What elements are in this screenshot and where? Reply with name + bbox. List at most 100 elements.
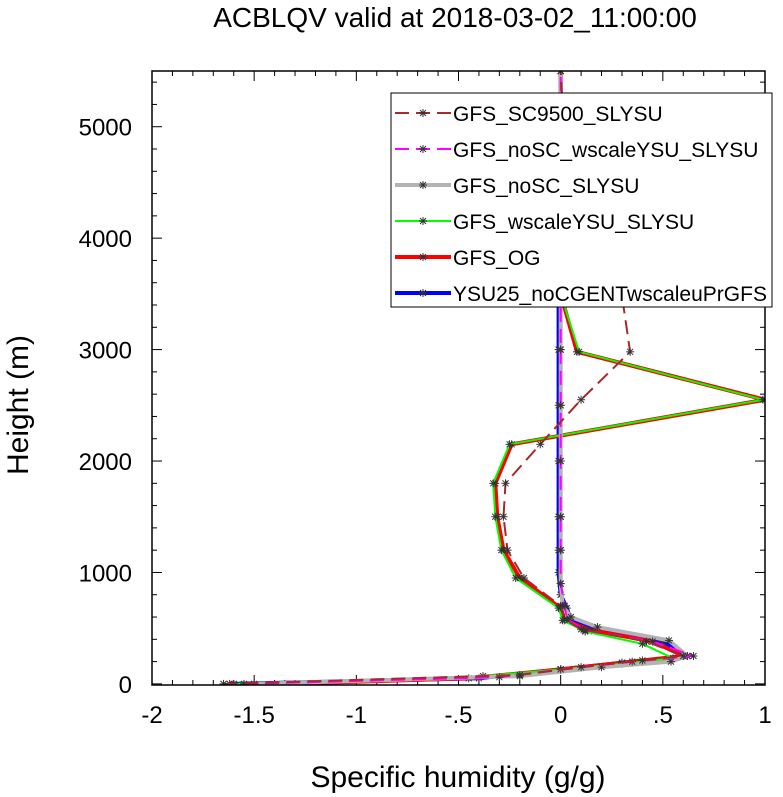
marker-stroke [221, 680, 227, 685]
data-point [664, 636, 673, 645]
marker-stroke [557, 513, 565, 521]
legend-marker [419, 289, 427, 297]
marker-stroke [419, 181, 427, 189]
data-point [758, 395, 765, 404]
data-point [679, 652, 688, 661]
data-point [503, 546, 512, 555]
marker-stroke [577, 396, 585, 404]
data-point [577, 395, 586, 404]
marker-stroke [557, 457, 565, 465]
x-tick-label: -1.5 [233, 702, 274, 729]
data-point [556, 601, 565, 610]
data-point [560, 615, 569, 624]
legend-label: YSU25_noCGENTwscaleuPrGFS [453, 283, 767, 306]
data-point [515, 670, 524, 679]
marker-stroke [419, 145, 427, 153]
x-tick-label: 0 [554, 702, 567, 729]
marker-stroke [679, 652, 687, 660]
data-point [556, 345, 565, 354]
y-tick-label: 4000 [79, 226, 132, 253]
x-axis-label: Specific humidity (g/g) [310, 761, 605, 794]
legend-marker [419, 181, 427, 189]
legend-marker [419, 253, 427, 261]
x-tick-label: -1 [346, 702, 367, 729]
data-point [519, 574, 528, 583]
marker-stroke [419, 217, 427, 225]
y-tick-label: 3000 [79, 338, 132, 365]
marker-stroke [419, 253, 427, 261]
y-axis-label: Height (m) [2, 335, 35, 475]
legend-box [390, 92, 773, 308]
marker-stroke [557, 546, 565, 554]
data-point [505, 440, 514, 449]
chart-title: ACBLQV valid at 2018-03-02_11:00:00 [213, 2, 697, 33]
data-point [501, 479, 510, 488]
axis-ticks: -2 -1.5 -1 -.5 0 .5 1 0 1000 2000 3000 4000 5000 [79, 71, 772, 729]
marker-stroke [561, 615, 569, 623]
data-point [642, 637, 651, 646]
x-tick-label: 1 [758, 702, 771, 729]
y-tick-label: 0 [119, 672, 132, 699]
marker-stroke [419, 109, 427, 117]
marker-stroke [489, 479, 497, 487]
marker-stroke [557, 71, 562, 75]
data-point [556, 579, 565, 588]
y-tick-label: 1000 [79, 560, 132, 587]
marker-stroke [557, 401, 565, 409]
legend-label: GFS_OG [453, 247, 541, 270]
marker-stroke [643, 638, 650, 645]
legend-label: GFS_noSC_SLYSU [453, 175, 639, 198]
marker-stroke [667, 658, 675, 665]
marker-stroke [520, 574, 528, 582]
legend-item: GFS_SC9500_SLYSU [395, 103, 663, 126]
marker-stroke [559, 71, 565, 75]
data-point [667, 657, 676, 666]
data-point [556, 512, 565, 521]
marker-stroke [575, 348, 583, 356]
marker-stroke [516, 671, 524, 679]
data-point [556, 401, 565, 410]
marker-stroke [557, 602, 565, 610]
marker-stroke [506, 440, 513, 448]
legend-label: GFS_wscaleYSU_SLYSU [453, 211, 694, 234]
marker-stroke [557, 580, 565, 587]
legend-item: YSU25_noCGENTwscaleuPrGFS [395, 283, 767, 306]
marker-stroke [512, 574, 520, 582]
marker-stroke [665, 637, 673, 644]
data-point [536, 440, 545, 449]
data-point [556, 71, 565, 75]
marker-stroke [491, 513, 499, 521]
marker-stroke [500, 513, 507, 521]
marker-stroke [557, 346, 565, 353]
marker-stroke [577, 625, 585, 633]
legend-marker [419, 109, 427, 117]
legend-marker [419, 145, 427, 153]
data-point [499, 512, 508, 521]
marker-stroke [242, 680, 248, 685]
legend-item: GFS_noSC_SLYSU [395, 175, 639, 198]
data-point [626, 347, 635, 356]
data-point [556, 546, 565, 555]
legend-label: GFS_noSC_wscaleYSU_SLYSU [453, 139, 758, 162]
marker-stroke [581, 627, 589, 634]
marker-stroke [594, 623, 601, 631]
legend-item: GFS_wscaleYSU_SLYSU [395, 211, 694, 234]
data-point [593, 623, 602, 632]
marker-stroke [690, 652, 697, 660]
legend-marker [419, 217, 427, 225]
data-point [491, 512, 500, 521]
marker-stroke [626, 348, 634, 356]
data-point [575, 347, 584, 356]
data-point [566, 613, 575, 622]
marker-stroke [419, 289, 427, 297]
data-point [577, 625, 586, 634]
legend: GFS_SC9500_SLYSU GFS_noSC_wscaleYSU_SLYSU… [390, 92, 773, 308]
marker-stroke [536, 440, 544, 448]
y-tick-label: 5000 [79, 115, 132, 142]
marker-stroke [639, 657, 646, 664]
legend-item: GFS_noSC_wscaleYSU_SLYSU [395, 139, 758, 162]
marker-stroke [577, 663, 585, 671]
data-point [511, 574, 520, 583]
plot-frame [151, 70, 766, 686]
